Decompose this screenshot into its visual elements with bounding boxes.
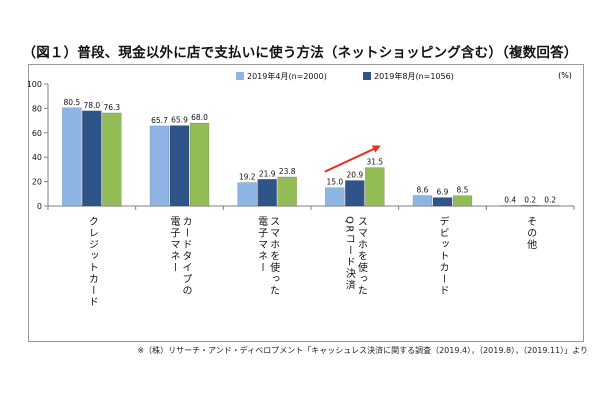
data-labels: 80.5 78.0 76.3 65.7 65.9 68.0 19.2 21.9 23.8 15.0… <box>63 98 556 205</box>
legend-label: 2019年8月(n=1056) <box>374 71 454 81</box>
data-label: 76.3 <box>103 103 120 112</box>
bar <box>520 205 540 207</box>
y-tick-label: 20 <box>32 178 42 187</box>
bar <box>325 187 345 207</box>
y-tick-label: 40 <box>32 153 42 162</box>
data-label: 6.9 <box>437 188 449 197</box>
category-label: クレジットカード <box>86 216 97 308</box>
bar <box>62 107 82 207</box>
trend-arrow-head <box>371 145 381 153</box>
data-label: 31.5 <box>366 158 383 167</box>
data-label: 8.5 <box>457 186 469 195</box>
chart-area: (%) 2019年4月(n=2000) 2019年8月(n=1056) 0 20 40… <box>28 64 584 342</box>
legend: 2019年4月(n=2000) 2019年8月(n=1056) <box>236 71 454 81</box>
bar <box>432 197 453 207</box>
category-label: スマホを使った <box>355 216 367 297</box>
category-label: その他 <box>525 216 537 251</box>
chart-title: （図１）普段、現金以外に店で支払いに使う方法（ネットショッピング含む）（複数回答… <box>22 45 578 61</box>
data-label: 19.2 <box>239 173 256 182</box>
bar <box>169 125 190 207</box>
data-label: 65.9 <box>171 116 188 125</box>
data-label: 65.7 <box>151 116 168 125</box>
bar <box>540 205 560 207</box>
trend-arrow-line <box>324 146 378 173</box>
category-label: 電子マネー <box>168 216 180 274</box>
data-label: 78.0 <box>83 101 100 110</box>
bar <box>82 110 102 207</box>
category-label: 電子マネー <box>256 216 268 274</box>
y-axis: 0 20 40 60 80 100 <box>28 80 575 211</box>
bar <box>237 182 257 207</box>
y-tick-label: 0 <box>37 202 42 211</box>
bar <box>102 112 122 207</box>
data-label: 20.9 <box>346 171 363 180</box>
y-tick-label: 100 <box>28 80 42 89</box>
legend-swatch <box>236 72 244 80</box>
category-label: カードタイプの <box>180 216 192 297</box>
y-tick-label: 80 <box>32 104 42 113</box>
bar <box>277 176 297 207</box>
bar <box>412 195 433 207</box>
bar <box>500 205 520 207</box>
data-label: 68.0 <box>191 113 208 122</box>
bar <box>149 125 170 207</box>
data-label: 0.2 <box>544 195 556 204</box>
data-label: 21.9 <box>259 169 276 178</box>
data-label: 15.0 <box>326 178 343 187</box>
data-label: 8.6 <box>417 186 429 195</box>
y-tick-label: 60 <box>32 129 42 138</box>
category-label: QRコード決済 <box>343 216 355 291</box>
bars <box>62 107 560 207</box>
data-label: 80.5 <box>63 98 80 107</box>
data-label: 0.2 <box>524 195 536 204</box>
bar <box>452 195 473 207</box>
bar <box>257 179 277 207</box>
trend-arrow <box>324 145 381 173</box>
bar <box>189 122 210 207</box>
legend-label: 2019年4月(n=2000) <box>247 71 327 81</box>
data-label: 23.8 <box>279 167 296 176</box>
legend-swatch <box>363 72 371 80</box>
source-note: ※（株）リサーチ・アンド・ディベロプメント「キャッシュレス決済に関する調査（20… <box>137 346 588 355</box>
bar <box>345 180 365 207</box>
unit-label: (%) <box>558 71 572 80</box>
data-label: 0.4 <box>504 195 516 204</box>
category-label: スマホを使った <box>268 216 280 297</box>
bar <box>365 167 385 207</box>
category-label: デビットカード <box>437 215 449 297</box>
